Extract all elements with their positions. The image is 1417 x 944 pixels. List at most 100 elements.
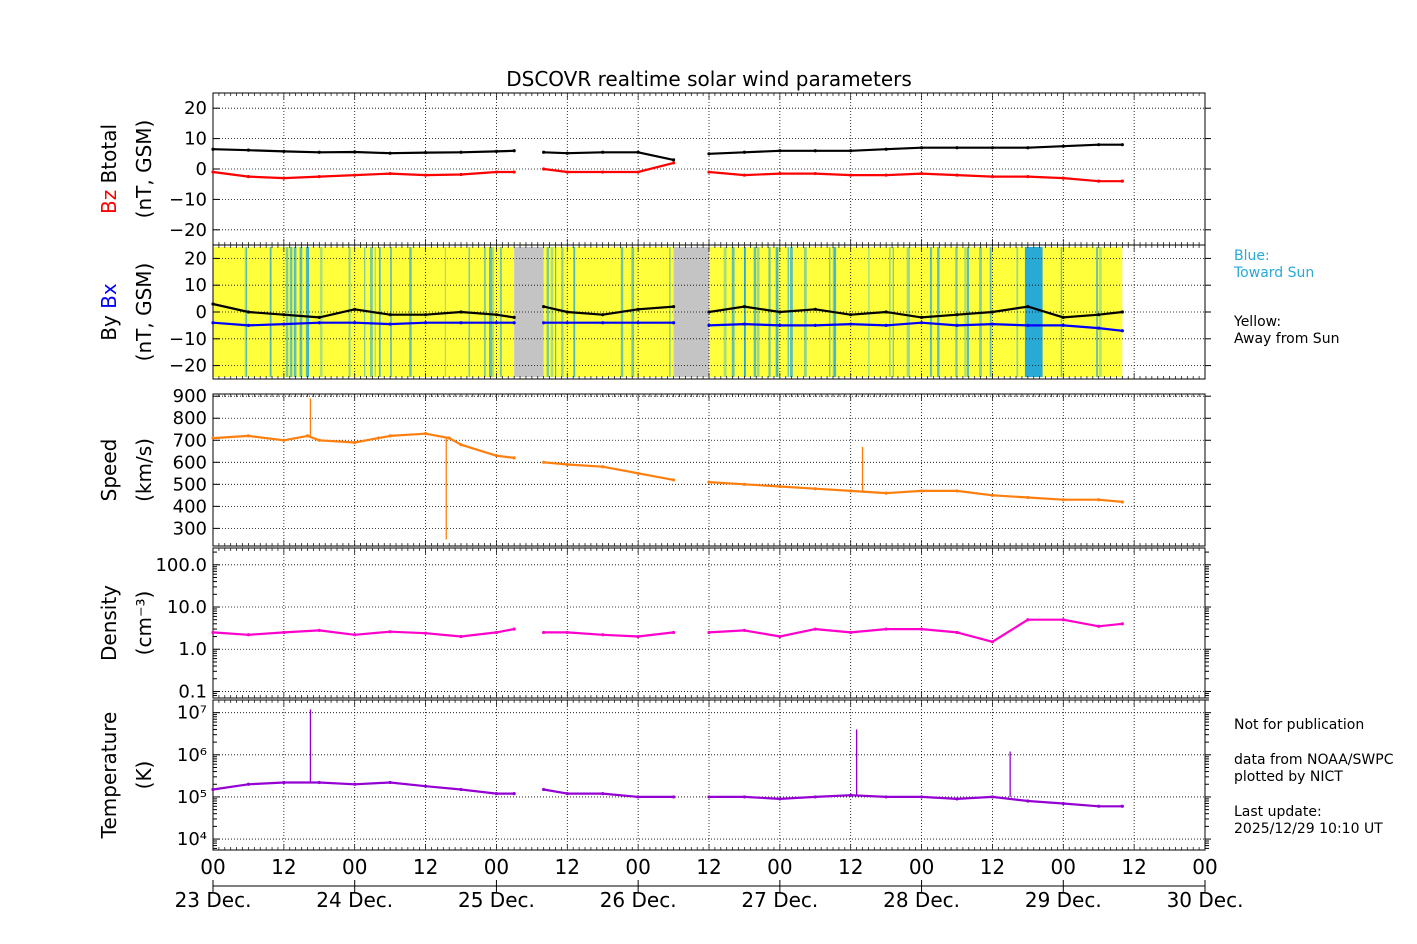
point-Density <box>955 630 959 635</box>
point-By <box>636 307 640 311</box>
point-Bz <box>955 173 959 177</box>
point-Btotal <box>388 151 392 155</box>
point-Density <box>919 627 924 631</box>
y-axis-label: Density (cm⁻³) <box>97 585 156 661</box>
point-By <box>707 310 711 314</box>
x-axis: 00 12 00 12 00 12 00 12 00 12 00 12 00 12 00 23 Dec. 24 … <box>175 855 1244 912</box>
last-update-label: Last update: <box>1234 804 1322 820</box>
point-Density <box>742 628 747 632</box>
point-Speed <box>353 440 357 445</box>
point-By <box>849 313 853 317</box>
toward-sector-stripe <box>1096 247 1099 377</box>
point-Density <box>353 633 357 637</box>
point-Bx <box>884 323 888 327</box>
point-Bz <box>990 175 995 179</box>
point-Bz <box>494 170 499 174</box>
point-Bz <box>353 173 357 177</box>
point-Density <box>813 627 817 631</box>
point-Btotal <box>512 149 516 153</box>
point-By <box>1120 310 1124 314</box>
point-Bz <box>1061 176 1065 180</box>
point-Bx <box>636 321 640 325</box>
point-Bx <box>353 321 357 325</box>
point-Density <box>1026 618 1030 622</box>
panel-magnetic-field-components: −20 −10 0 10 20 By Bx (nT, GSM) <box>97 244 1211 380</box>
point-Btotal <box>849 149 853 153</box>
point-Btotal <box>742 150 747 154</box>
y-tick-label: 10 <box>184 129 207 150</box>
toward-sector-stripe <box>908 247 910 377</box>
point-Bx <box>671 321 676 325</box>
point-Bx <box>282 322 286 326</box>
point-By <box>423 313 428 317</box>
point-Speed <box>211 436 215 440</box>
point-Temperature <box>542 787 546 792</box>
point-Temperature <box>671 795 676 799</box>
point-Btotal <box>1026 146 1030 150</box>
point-Btotal <box>955 146 959 150</box>
point-Speed <box>542 460 546 464</box>
point-By <box>388 313 392 317</box>
point-Bz <box>459 172 463 177</box>
series-Bz <box>212 161 1123 183</box>
point-Speed <box>388 434 392 438</box>
point-By <box>742 305 747 309</box>
point-Bx <box>423 321 428 325</box>
point-Temperature <box>565 791 569 796</box>
point-By <box>459 310 463 314</box>
y-tick-label: 0 <box>196 159 207 180</box>
point-Speed <box>282 438 286 442</box>
y-axis-label-line: Temperature <box>97 712 121 840</box>
point-Bx <box>1026 323 1030 327</box>
series-Density <box>212 618 1123 643</box>
point-Bz <box>671 161 676 165</box>
y-axis-label-word: Btotal <box>97 124 121 190</box>
panel-magnetic-field-total: −20 −10 0 10 20 Bz Btotal (nT, GSM) <box>97 92 1211 246</box>
point-Speed <box>512 456 516 460</box>
point-Temperature <box>423 784 428 788</box>
x-date-label: 23 Dec. <box>175 888 252 912</box>
point-By <box>778 310 782 314</box>
point-Btotal <box>636 150 640 154</box>
x-date-label: 29 Dec. <box>1025 888 1102 912</box>
point-By <box>813 307 817 311</box>
point-Btotal <box>282 149 286 153</box>
point-Density <box>990 640 995 644</box>
x-hour-label: 12 <box>838 855 863 879</box>
point-Density <box>707 630 711 635</box>
point-Speed <box>423 432 428 436</box>
point-Speed <box>955 489 959 493</box>
point-Btotal <box>707 152 711 156</box>
y-axis-label-line: (K) <box>132 761 156 790</box>
toward-sector-stripe <box>488 247 492 377</box>
point-Density <box>494 630 499 635</box>
y-axis-label: Speed (km/s) <box>97 438 156 502</box>
y-axis-label-line: By Bx <box>97 283 121 341</box>
point-Btotal <box>423 150 428 155</box>
point-By <box>955 313 959 317</box>
toward-sector-stripe <box>285 247 289 377</box>
point-Bx <box>849 322 853 326</box>
point-Density <box>1120 622 1124 626</box>
y-tick-label: 900 <box>173 386 207 407</box>
point-Bz <box>884 173 888 177</box>
toward-sun-note: Blue: Toward Sun <box>1234 248 1314 282</box>
point-Bx <box>388 322 392 326</box>
yellow-text: Away from Sun <box>1234 331 1340 347</box>
point-Bz <box>246 175 251 179</box>
x-hour-label: 12 <box>271 855 296 879</box>
point-Bx <box>459 321 463 325</box>
point-Speed <box>459 443 463 447</box>
point-Speed <box>707 480 711 484</box>
point-Speed <box>636 471 640 475</box>
point-By <box>282 313 286 317</box>
toward-sector-stripe <box>906 247 908 377</box>
point-By <box>542 305 546 309</box>
point-Speed <box>317 438 321 442</box>
point-By <box>990 310 995 314</box>
point-Btotal <box>813 149 817 153</box>
point-Bx <box>707 323 711 327</box>
point-By <box>565 310 569 314</box>
point-Bx <box>955 323 959 327</box>
